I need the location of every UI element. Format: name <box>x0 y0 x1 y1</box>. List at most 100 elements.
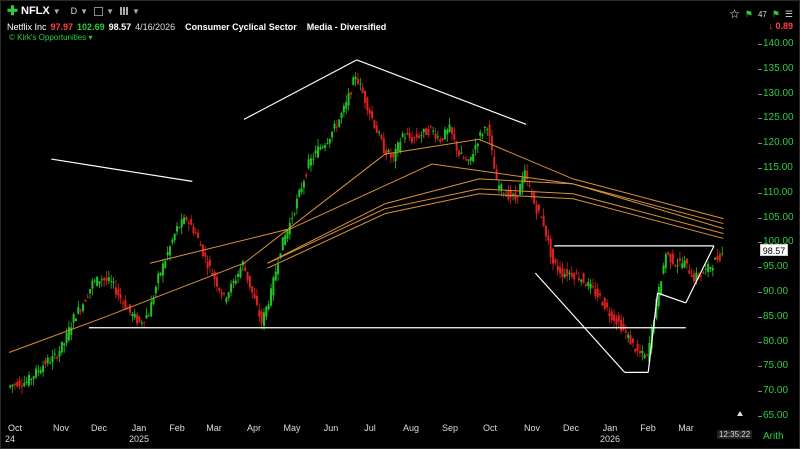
candle-body <box>537 204 540 211</box>
candle-body <box>42 365 45 372</box>
candle-body <box>180 219 183 228</box>
chart-type-icon[interactable] <box>94 6 104 16</box>
candle-body <box>573 273 576 280</box>
candle-body <box>286 230 289 239</box>
x-tick-label: Feb <box>169 423 185 433</box>
candle-body <box>74 318 77 322</box>
flag-icon-2[interactable]: ⚑ <box>771 8 780 19</box>
moving-average-line <box>267 188 724 264</box>
candle-body <box>121 302 124 304</box>
candle-body <box>291 218 294 220</box>
candle-body <box>103 277 106 281</box>
candle-body <box>507 189 510 200</box>
x-tick-label: Jan <box>131 423 147 433</box>
price-chart[interactable] <box>1 41 761 421</box>
flag-icon[interactable]: ⚑ <box>744 8 753 19</box>
candle-body <box>460 152 463 154</box>
year-label: 2025 <box>128 434 150 444</box>
y-tick-label: 95.00 <box>757 261 789 273</box>
candle-body <box>375 125 378 133</box>
candle-body <box>434 133 437 139</box>
candle-body <box>657 286 660 307</box>
candle-body <box>591 286 594 288</box>
candle-body <box>413 137 416 139</box>
candle-body <box>190 219 193 225</box>
candle-body <box>56 356 59 359</box>
candle-body <box>556 265 559 271</box>
price-axis[interactable]: 140.00 135.00 130.00 125.00 120.00 115.00 110.… <box>757 38 800 421</box>
candle-body <box>197 232 200 239</box>
candle-body <box>603 297 606 310</box>
trendline <box>243 59 358 120</box>
candle-body <box>502 193 505 195</box>
watchlist-dropdown-icon[interactable]: ▾ <box>88 33 93 42</box>
layout-icon[interactable] <box>120 7 129 15</box>
candle-body <box>364 91 367 103</box>
candle-body <box>385 149 388 156</box>
moving-average-line <box>267 178 724 264</box>
y-tick-label: 100.00 <box>758 236 794 248</box>
trendline <box>356 59 527 125</box>
candle-body <box>526 170 529 180</box>
candle-body <box>714 257 717 260</box>
menu-icon[interactable]: ☰ <box>784 8 793 19</box>
candle-body <box>450 127 453 134</box>
candle-body <box>483 127 486 129</box>
candle-body <box>549 238 552 258</box>
candle-body <box>622 323 625 330</box>
period-dropdown-icon[interactable]: ▼ <box>80 6 89 16</box>
candle-body <box>552 248 555 264</box>
candle-body <box>154 286 157 294</box>
chart-type-dropdown-icon[interactable]: ▼ <box>106 6 114 16</box>
candle-body <box>53 353 56 355</box>
favorite-star-icon[interactable]: ☆ <box>729 7 740 21</box>
ticker-symbol[interactable]: NFLX <box>21 5 50 17</box>
candle-body <box>244 267 247 272</box>
candle-body <box>371 111 374 119</box>
candle-body <box>23 382 26 387</box>
candle-body <box>237 273 240 277</box>
candle-body <box>91 280 94 289</box>
add-symbol-icon[interactable]: ✚ <box>7 3 18 18</box>
ticker-dropdown-icon[interactable]: ▼ <box>52 6 61 16</box>
trendline <box>534 272 626 373</box>
candle-body <box>96 276 99 287</box>
candle-body <box>305 174 308 177</box>
scale-type[interactable]: Arith <box>763 431 784 442</box>
x-tick-label: Jul <box>364 423 376 433</box>
candle-body <box>380 135 383 140</box>
candle-body <box>519 183 522 196</box>
candle-body <box>415 133 418 138</box>
candle-body <box>260 311 263 324</box>
candle-body <box>284 235 287 245</box>
candle-body <box>688 270 691 274</box>
candles <box>9 72 724 394</box>
candle-body <box>634 348 637 352</box>
candle-body <box>192 226 195 234</box>
candle-body <box>206 261 209 269</box>
period-selector[interactable]: D <box>70 6 78 16</box>
y-tick-label: 120.00 <box>758 137 794 149</box>
watchlist-selector[interactable]: © Kirk's Opportunities ▾ <box>9 33 92 42</box>
candle-body <box>293 213 296 215</box>
time-axis[interactable]: Oct Nov Dec Jan Feb Mar Apr May Jun Jul Aug Sep Oct N… <box>1 421 761 449</box>
candle-body <box>183 217 186 225</box>
candle-body <box>232 281 235 283</box>
y-tick-label: 135.00 <box>758 62 794 74</box>
candle-body <box>512 194 515 196</box>
candle-body <box>406 132 409 135</box>
candle-body <box>488 124 491 137</box>
candle-body <box>547 235 550 241</box>
layout-dropdown-icon[interactable]: ▼ <box>132 6 140 16</box>
candle-body <box>277 264 280 275</box>
x-tick-label: Dec <box>562 423 580 433</box>
candle-body <box>112 281 115 283</box>
candle-body <box>302 181 305 188</box>
candle-body <box>49 362 52 364</box>
candle-body <box>667 252 670 255</box>
scroll-up-arrow-icon[interactable] <box>737 411 743 416</box>
candle-body <box>178 227 181 229</box>
candle-body <box>93 280 96 282</box>
trendline <box>685 245 715 304</box>
